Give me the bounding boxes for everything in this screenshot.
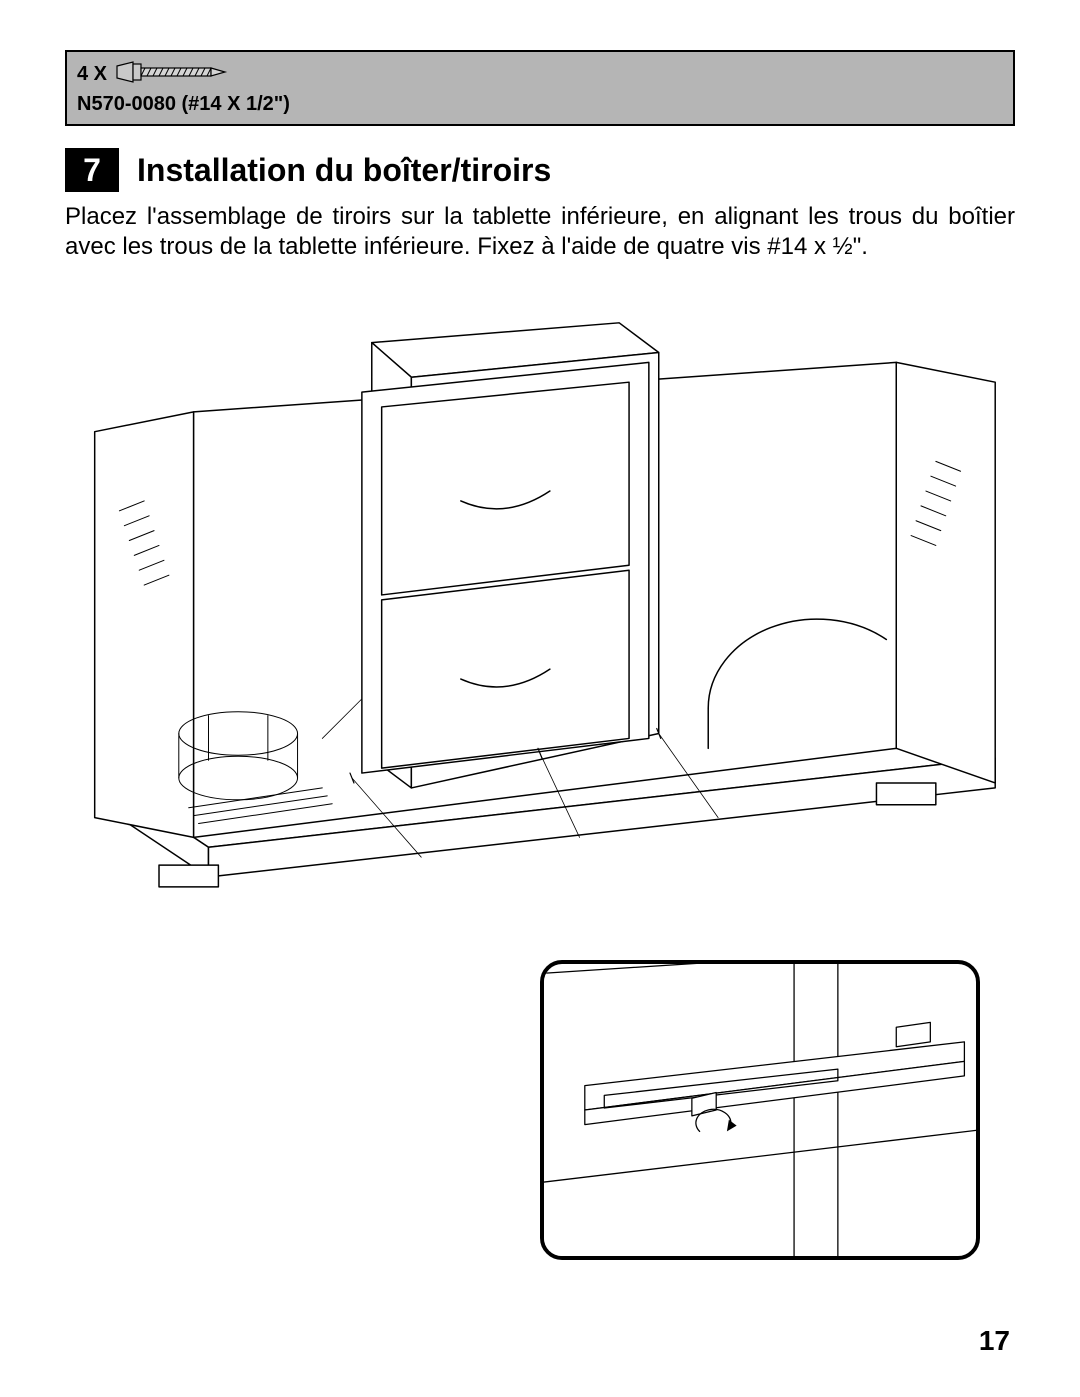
step-body-text: Placez l'assemblage de tiroirs sur la ta… — [65, 202, 1015, 262]
parts-qty-label: 4 X — [77, 63, 107, 86]
parts-code-label: N570-0080 (#14 X 1/2") — [77, 93, 1003, 116]
parts-top-row: 4 X — [77, 58, 1003, 91]
detail-callout — [540, 960, 980, 1260]
step-number-badge: 7 — [65, 148, 119, 192]
screw-icon — [115, 58, 235, 91]
page-number: 17 — [979, 1325, 1010, 1357]
step-header: 7 Installation du boîter/tiroirs — [65, 148, 1015, 192]
parts-required-box: 4 X — [65, 50, 1015, 126]
main-illustration — [65, 280, 1015, 900]
step-title: Installation du boîter/tiroirs — [137, 152, 551, 189]
